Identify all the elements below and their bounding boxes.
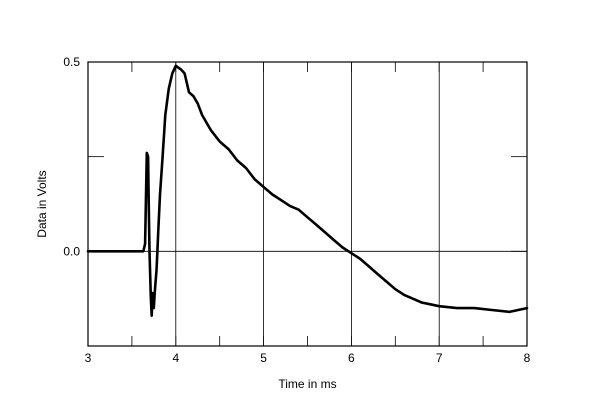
series-layer — [86, 64, 529, 318]
y-tick-labels: 0.5 0.0 — [63, 55, 80, 258]
y-axis-label: Data in Volts — [35, 170, 49, 237]
x-tick-label: 5 — [260, 351, 267, 365]
x-tick-label: 6 — [348, 351, 355, 365]
y-tick-label: 0.0 — [63, 244, 80, 258]
series-line — [86, 64, 529, 318]
grid — [88, 62, 527, 346]
x-tick-label: 7 — [436, 351, 443, 365]
x-tick-label: 3 — [85, 351, 92, 365]
x-tick-label: 8 — [524, 351, 531, 365]
x-axis-label: Time in ms — [278, 377, 336, 391]
x-tick-label: 4 — [172, 351, 179, 365]
y-tick-label: 0.5 — [63, 55, 80, 69]
x-tick-labels: 3 4 5 6 7 8 — [85, 351, 531, 365]
tick-marks — [87, 61, 528, 347]
